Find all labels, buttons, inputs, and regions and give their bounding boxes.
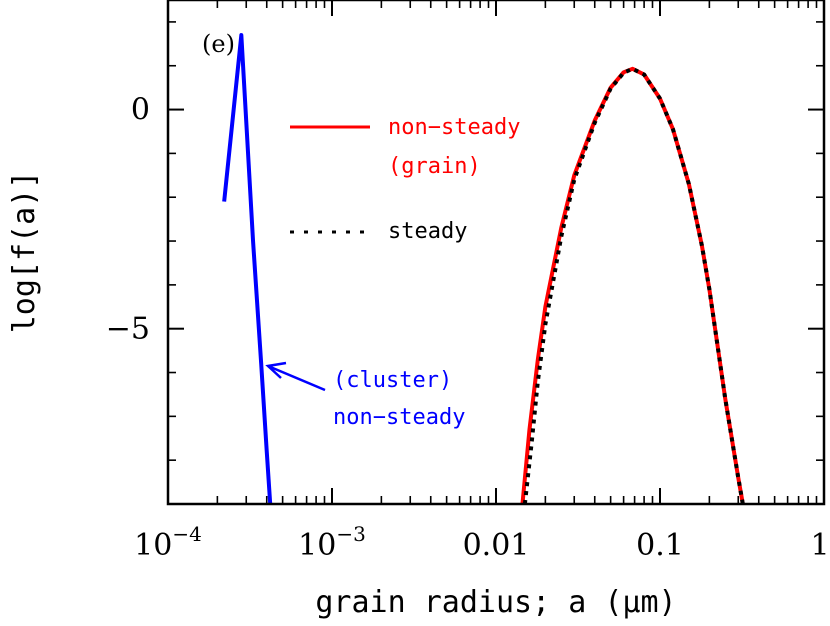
plot-frame: [166, 0, 826, 506]
series-layer: [222, 33, 745, 504]
series-line-1: [522, 66, 745, 504]
y-tick-label: 0: [131, 93, 150, 128]
series-line-2: [222, 33, 273, 504]
y-tick-label: −5: [106, 312, 150, 347]
x-tick-label: 0.1: [636, 528, 684, 563]
x-tick-label: 10−3: [298, 522, 366, 563]
legend-steady-label: steady: [388, 219, 467, 244]
legend-cluster-sublabel: non−steady: [333, 405, 465, 430]
x-tick-label: 0.01: [463, 528, 530, 563]
legend-cluster-label: (cluster): [333, 368, 452, 393]
y-axis-title: log[f(a)]: [7, 171, 42, 334]
x-axis-title: grain radius; a (μm): [315, 585, 676, 620]
legend-grain-sublabel: (grain): [388, 154, 481, 179]
tick-labels: 10−4 10−3 0.01 0.1 1 0 −5: [106, 93, 830, 563]
panel-label: (e): [202, 30, 235, 58]
cluster-arrow-head: [265, 361, 287, 379]
x-tick-label: 10−4: [134, 522, 202, 563]
legend-grain-label: non−steady: [388, 115, 520, 140]
cluster-arrow-shaft: [267, 364, 326, 392]
x-tick-label: 1: [810, 528, 829, 563]
